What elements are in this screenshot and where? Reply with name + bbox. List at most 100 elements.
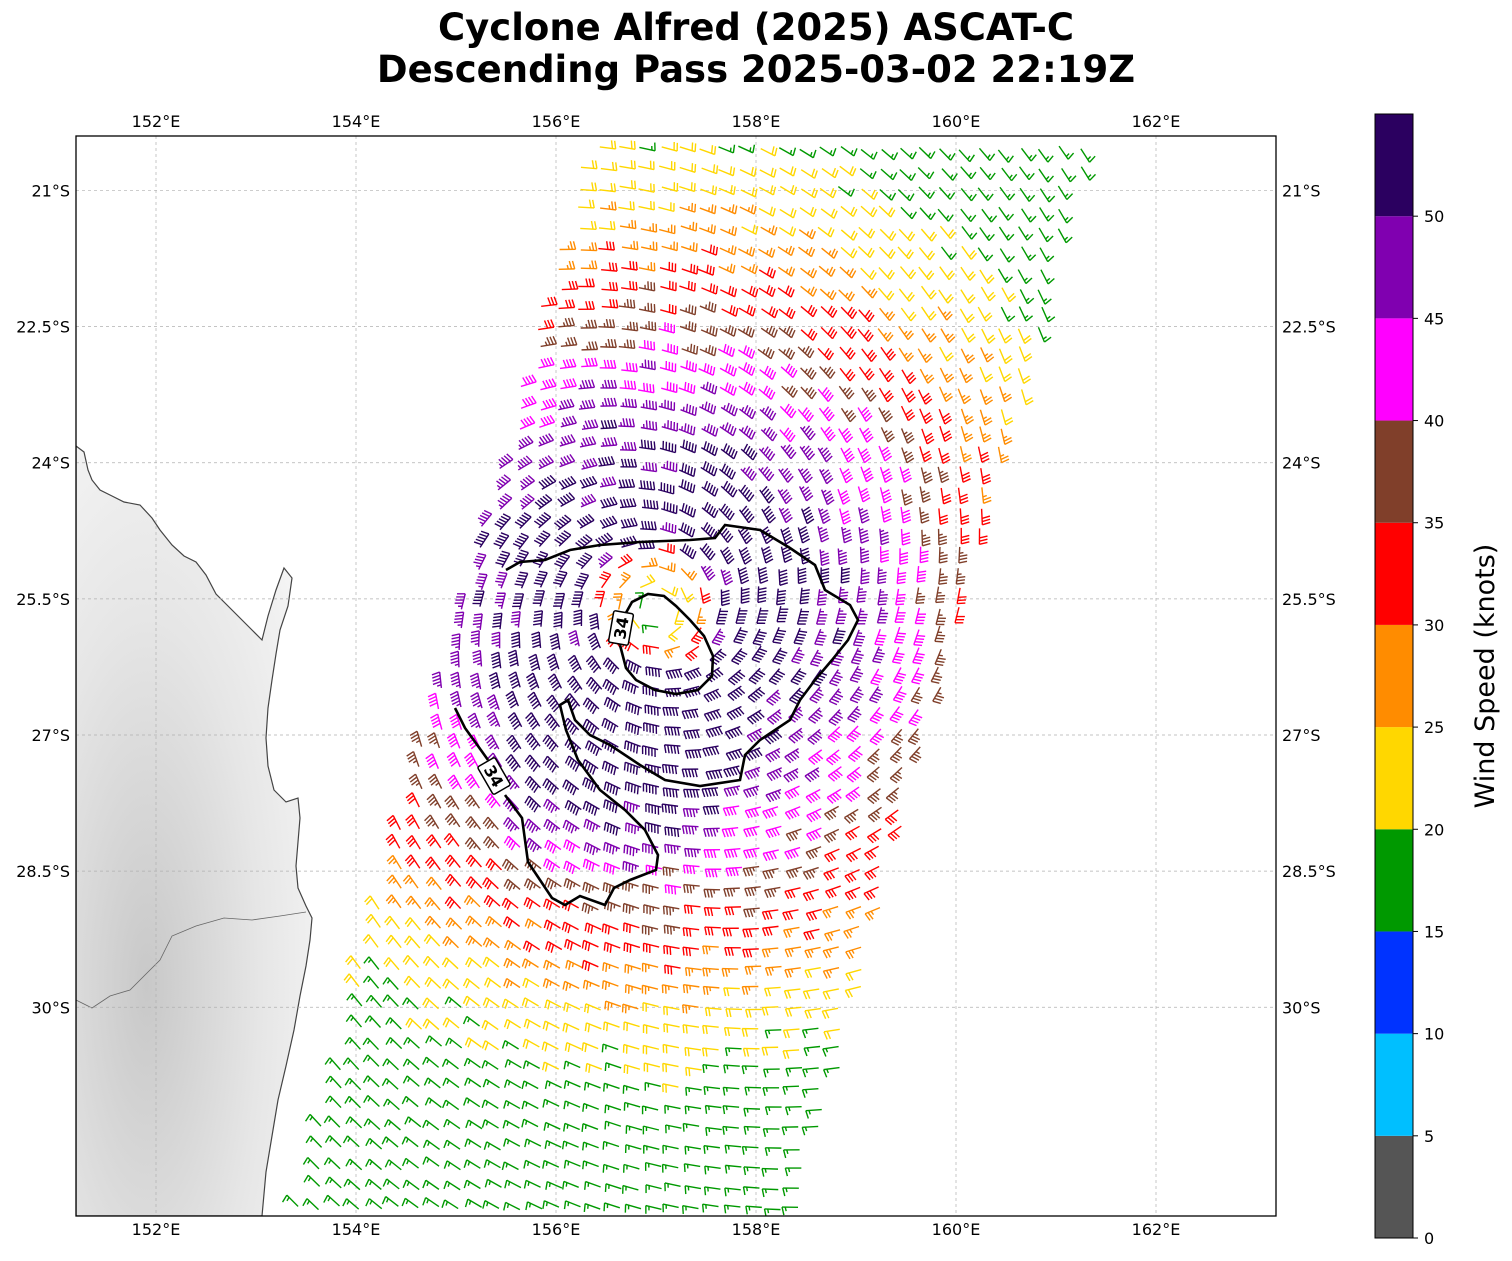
wind-barb bbox=[679, 304, 697, 316]
wind-barb bbox=[720, 226, 738, 237]
lon-tick-label-bottom: 156°E bbox=[532, 1220, 581, 1239]
wind-barb bbox=[941, 168, 958, 181]
wind-barb bbox=[1080, 166, 1096, 181]
wind-barb bbox=[959, 308, 975, 324]
wind-barb bbox=[761, 306, 779, 319]
wind-barb bbox=[861, 188, 879, 200]
colorbar-tick-label: 40 bbox=[1424, 412, 1444, 431]
lat-tick-label-left: 22.5°S bbox=[16, 318, 70, 337]
wind-barb bbox=[840, 407, 857, 423]
wind-barb bbox=[821, 167, 839, 179]
wind-barb bbox=[780, 363, 798, 378]
wind-barb bbox=[960, 425, 974, 443]
wind-barb bbox=[901, 369, 917, 385]
wind-barb bbox=[621, 280, 638, 291]
wind-barb bbox=[878, 367, 895, 383]
wind-barb bbox=[1001, 167, 1018, 182]
wind-barb bbox=[638, 200, 655, 211]
wind-barb bbox=[778, 226, 797, 237]
colorbar-tick-label: 10 bbox=[1424, 1025, 1444, 1044]
wind-barb bbox=[878, 205, 896, 218]
wind-barb bbox=[961, 226, 978, 240]
wind-barb bbox=[877, 328, 894, 342]
wind-barb bbox=[718, 185, 736, 196]
wind-barb bbox=[578, 399, 596, 410]
lat-tick-label-right: 22.5°S bbox=[1282, 318, 1336, 337]
wind-barb bbox=[800, 386, 817, 400]
wind-barb bbox=[739, 405, 757, 420]
wind-barb bbox=[701, 423, 719, 437]
wind-barb bbox=[1020, 147, 1037, 162]
wind-barb bbox=[601, 262, 618, 272]
wind-barb bbox=[918, 247, 936, 261]
wind-barb bbox=[921, 428, 935, 445]
wind-barb bbox=[939, 266, 955, 281]
wind-barb bbox=[778, 306, 796, 320]
wind-barb bbox=[658, 399, 676, 412]
colorbar-tick-label: 0 bbox=[1424, 1229, 1434, 1248]
wind-barb bbox=[600, 379, 618, 389]
wind-barb bbox=[598, 241, 616, 251]
wind-barb bbox=[679, 142, 697, 153]
state-border bbox=[76, 911, 307, 1009]
wind-barb bbox=[840, 229, 858, 241]
wind-barb bbox=[559, 241, 577, 251]
wind-barb bbox=[599, 182, 617, 193]
wind-barb bbox=[601, 299, 619, 309]
wind-barb bbox=[938, 186, 956, 200]
wind-barb bbox=[837, 186, 855, 197]
wind-barb bbox=[600, 419, 618, 430]
wind-barb bbox=[701, 283, 719, 295]
wind-barb bbox=[758, 285, 776, 298]
wind-barb bbox=[601, 281, 619, 292]
wind-barb bbox=[680, 360, 698, 373]
wind-barb bbox=[679, 202, 697, 213]
wind-barbs bbox=[281, 140, 1096, 1216]
wind-barb bbox=[860, 267, 877, 281]
colorbar-bin bbox=[1375, 522, 1413, 625]
wind-barb bbox=[1061, 168, 1077, 183]
wind-barb bbox=[937, 208, 954, 222]
wind-barb bbox=[661, 343, 679, 355]
wind-barb bbox=[900, 428, 915, 444]
wind-barb bbox=[600, 201, 617, 211]
wind-barb bbox=[741, 285, 759, 298]
wind-barb bbox=[758, 266, 776, 279]
wind-barb bbox=[679, 163, 697, 173]
wind-barb bbox=[760, 225, 778, 236]
wind-barb bbox=[678, 423, 696, 436]
wind-barb bbox=[560, 336, 578, 348]
wind-barb bbox=[1018, 226, 1034, 241]
wind-barb bbox=[699, 401, 717, 415]
wind-barb bbox=[799, 148, 817, 159]
wind-barb bbox=[699, 145, 717, 156]
wind-barb bbox=[559, 434, 576, 447]
wind-barb bbox=[719, 382, 737, 396]
wind-barb bbox=[797, 407, 814, 423]
wind-barb bbox=[599, 140, 617, 150]
wind-barb bbox=[1000, 428, 1013, 446]
colorbar-tick-label: 30 bbox=[1424, 616, 1444, 635]
wind-barb bbox=[538, 319, 555, 331]
wind-barb bbox=[558, 317, 576, 328]
wind-barb bbox=[619, 180, 637, 190]
wind-barb bbox=[678, 381, 696, 395]
wind-barb bbox=[741, 224, 759, 235]
wind-barb bbox=[900, 147, 917, 160]
wind-barb bbox=[899, 266, 917, 280]
wind-barb bbox=[798, 246, 816, 258]
wind-barb bbox=[958, 149, 975, 163]
wind-barb bbox=[558, 398, 575, 411]
wind-barb bbox=[619, 160, 636, 170]
wind-barb bbox=[697, 264, 715, 276]
wind-barb bbox=[719, 325, 737, 337]
wind-barb bbox=[839, 165, 857, 177]
wind-barb bbox=[878, 407, 893, 423]
wind-barb bbox=[579, 436, 597, 448]
wind-barb bbox=[658, 202, 675, 213]
wind-barb bbox=[840, 326, 857, 339]
colorbar-bin bbox=[1375, 420, 1413, 523]
wind-barb bbox=[918, 186, 936, 200]
wind-barb bbox=[659, 224, 676, 235]
wind-barb bbox=[1000, 306, 1016, 322]
